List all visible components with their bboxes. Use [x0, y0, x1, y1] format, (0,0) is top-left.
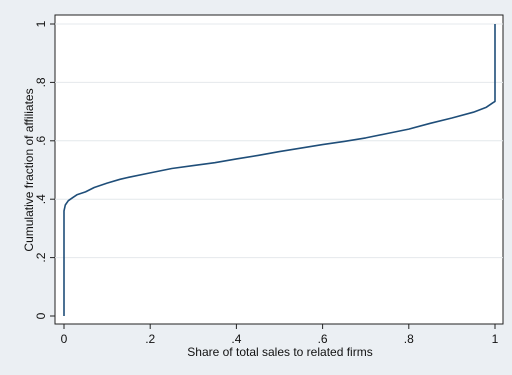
x-tick-label-5: 1 [492, 332, 499, 346]
x-tick-label-4: .8 [404, 332, 414, 346]
x-tick-label-3: .6 [318, 332, 328, 346]
y-tick-label-0: 0 [34, 312, 48, 319]
y-tick-label-3: .6 [34, 135, 48, 145]
series-line-cdf [63, 24, 496, 316]
y-axis-ticks: 0 .2 .4 .6 .8 1 [34, 20, 55, 319]
y-tick-label-5: 1 [34, 20, 48, 27]
plot-area [54, 14, 504, 325]
y-tick-label-4: .8 [34, 77, 48, 87]
x-tick-label-0: 0 [61, 332, 68, 346]
y-tick-label-1: .2 [34, 252, 48, 262]
x-tick-label-2: .4 [231, 332, 241, 346]
x-axis-ticks: 0 .2 .4 .6 .8 1 [61, 324, 499, 346]
x-axis-title: Share of total sales to related firms [187, 345, 372, 359]
x-tick-label-1: .2 [145, 332, 155, 346]
y-axis-title: Cumulative fraction of affiliates [22, 88, 36, 251]
grid-lines [55, 23, 503, 259]
y-tick-label-2: .4 [34, 194, 48, 204]
